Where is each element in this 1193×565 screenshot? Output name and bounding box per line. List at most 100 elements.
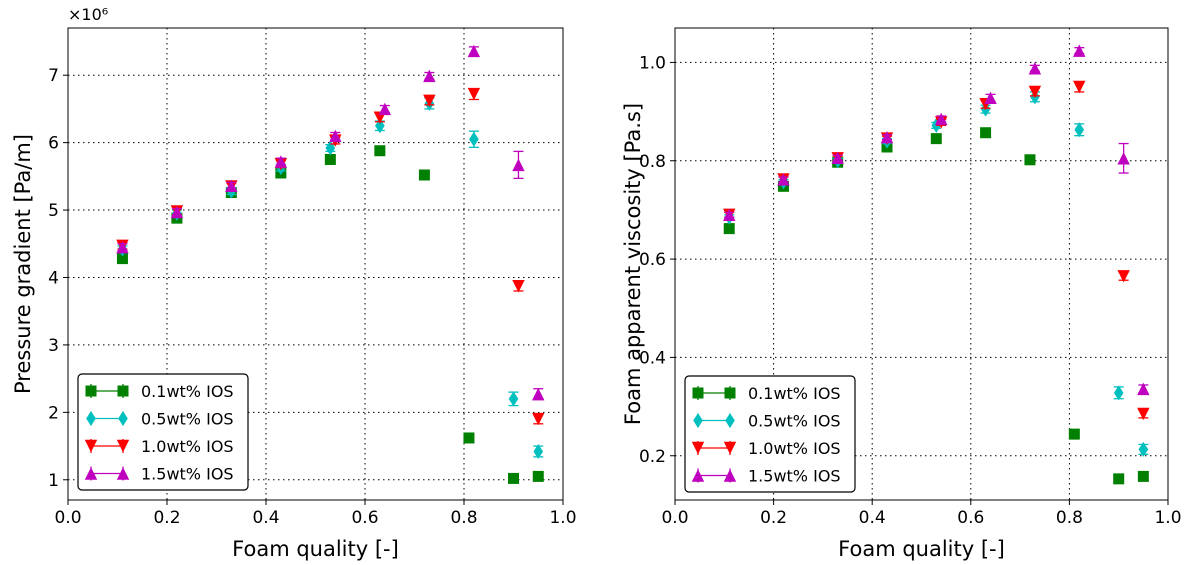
data-point [512, 280, 525, 293]
legend: 0.1wt% IOS 0.5wt% IOS 1.0wt% IOS 1.5wt% IOS [684, 375, 856, 493]
plot-frame [67, 27, 564, 501]
data-point [508, 391, 519, 407]
legend-marker [691, 469, 705, 482]
x-axis-ticks: 0.0 0.2 0.4 0.6 0.8 1.0 [661, 500, 1182, 528]
data-point [1113, 385, 1124, 401]
data-point [1024, 154, 1036, 166]
data-point [723, 208, 736, 222]
legend-marker [116, 439, 130, 453]
data-point [116, 240, 129, 254]
data-point [512, 158, 525, 172]
y-axis-label: Pressure gradient [Pa/m] [11, 134, 35, 394]
data-series-group [723, 44, 1150, 485]
legend-marker [723, 441, 737, 455]
data-point [324, 153, 336, 165]
y-tick-label: 1 [48, 471, 59, 491]
data-point [984, 91, 997, 105]
data-point [1113, 473, 1125, 485]
x-tick-label: 0.0 [661, 508, 688, 528]
legend-item: 1.5wt% IOS [691, 467, 841, 486]
legend-item: 0.5wt% IOS [693, 412, 841, 431]
x-tick-label: 0.8 [1056, 508, 1083, 528]
y-axis-offset-label: ×10⁶ [68, 5, 108, 24]
legend-box [684, 375, 856, 493]
x-tick-label: 0.2 [153, 508, 180, 528]
legend-marker [84, 439, 98, 453]
data-point [1137, 407, 1150, 421]
series-1-5wt-ios [116, 44, 545, 401]
y-tick-label: 6 [48, 134, 59, 154]
y-tick-label: 7 [48, 66, 59, 86]
grid [675, 28, 1168, 500]
x-axis-ticks: 0.0 0.2 0.4 0.6 0.8 1.0 [54, 500, 577, 528]
legend-marker [692, 387, 704, 399]
y-axis-ticks: 1 2 3 4 5 6 7 [48, 66, 68, 491]
y-tick-label: 5 [48, 201, 59, 221]
data-point [880, 130, 894, 144]
data-point [225, 179, 238, 192]
legend-item: 1.0wt% IOS [691, 439, 841, 458]
legend-item: 1.5wt% IOS [84, 465, 234, 484]
data-point [170, 205, 184, 219]
data-point [378, 102, 391, 116]
data-point [532, 470, 544, 482]
legend-marker [86, 411, 96, 426]
y-tick-label: 0.8 [639, 152, 666, 172]
legend-item: 0.1wt% IOS [692, 384, 841, 403]
x-tick-label: 0.6 [351, 508, 378, 528]
data-point [1137, 382, 1150, 396]
data-point [1138, 441, 1149, 457]
data-point [1073, 80, 1086, 94]
data-point [463, 432, 475, 444]
legend-label: 1.0wt% IOS [141, 437, 234, 456]
pressure-gradient-chart: 0.0 0.2 0.4 0.6 0.8 1.0 1 2 3 4 5 6 7 Foam quality [-… [11, 5, 577, 561]
grid [68, 28, 563, 500]
x-tick-label: 0.0 [54, 508, 81, 528]
legend-marker [725, 413, 735, 428]
legend-marker [693, 413, 703, 428]
data-point [723, 223, 735, 235]
legend-marker [691, 441, 705, 455]
data-point [980, 127, 992, 139]
y-axis-ticks: 0.2 0.4 0.6 0.8 1.0 [639, 53, 675, 467]
legend-item: 0.5wt% IOS [86, 410, 234, 429]
x-tick-label: 0.4 [859, 508, 886, 528]
data-point [532, 412, 545, 426]
y-tick-label: 1.0 [639, 53, 666, 73]
x-tick-label: 0.8 [450, 508, 477, 528]
y-tick-label: 2 [48, 403, 59, 423]
y-tick-label: 0.6 [639, 250, 666, 270]
data-point [423, 94, 436, 108]
data-point [930, 133, 942, 145]
data-point [777, 173, 790, 186]
data-point [532, 387, 545, 401]
legend-item: 1.0wt% IOS [84, 437, 234, 456]
data-point [374, 145, 386, 157]
legend-marker [723, 469, 737, 482]
y-axis-label: Foam apparent viscosity [Pa.s] [621, 103, 645, 425]
legend-item: 0.1wt% IOS [85, 382, 234, 401]
data-point [418, 169, 430, 181]
x-axis-label: Foam quality [-] [232, 537, 399, 561]
legend-label: 0.5wt% IOS [141, 410, 234, 429]
y-tick-label: 4 [48, 268, 59, 288]
x-tick-label: 1.0 [1154, 508, 1181, 528]
data-series-group [116, 44, 545, 484]
legend-label: 0.1wt% IOS [748, 384, 841, 403]
legend-marker [85, 385, 97, 397]
data-point [1068, 428, 1080, 440]
legend-box [77, 373, 249, 491]
data-point [1073, 44, 1086, 57]
x-tick-label: 1.0 [549, 508, 576, 528]
data-point [1117, 152, 1130, 165]
legend-marker [118, 411, 128, 426]
x-axis-label: Foam quality [-] [838, 537, 1005, 561]
data-point [1117, 270, 1130, 283]
x-tick-label: 0.2 [760, 508, 787, 528]
data-point [423, 69, 436, 83]
data-point [533, 443, 544, 459]
data-point [467, 87, 481, 101]
data-point [831, 151, 844, 164]
y-tick-label: 0.4 [639, 348, 666, 368]
